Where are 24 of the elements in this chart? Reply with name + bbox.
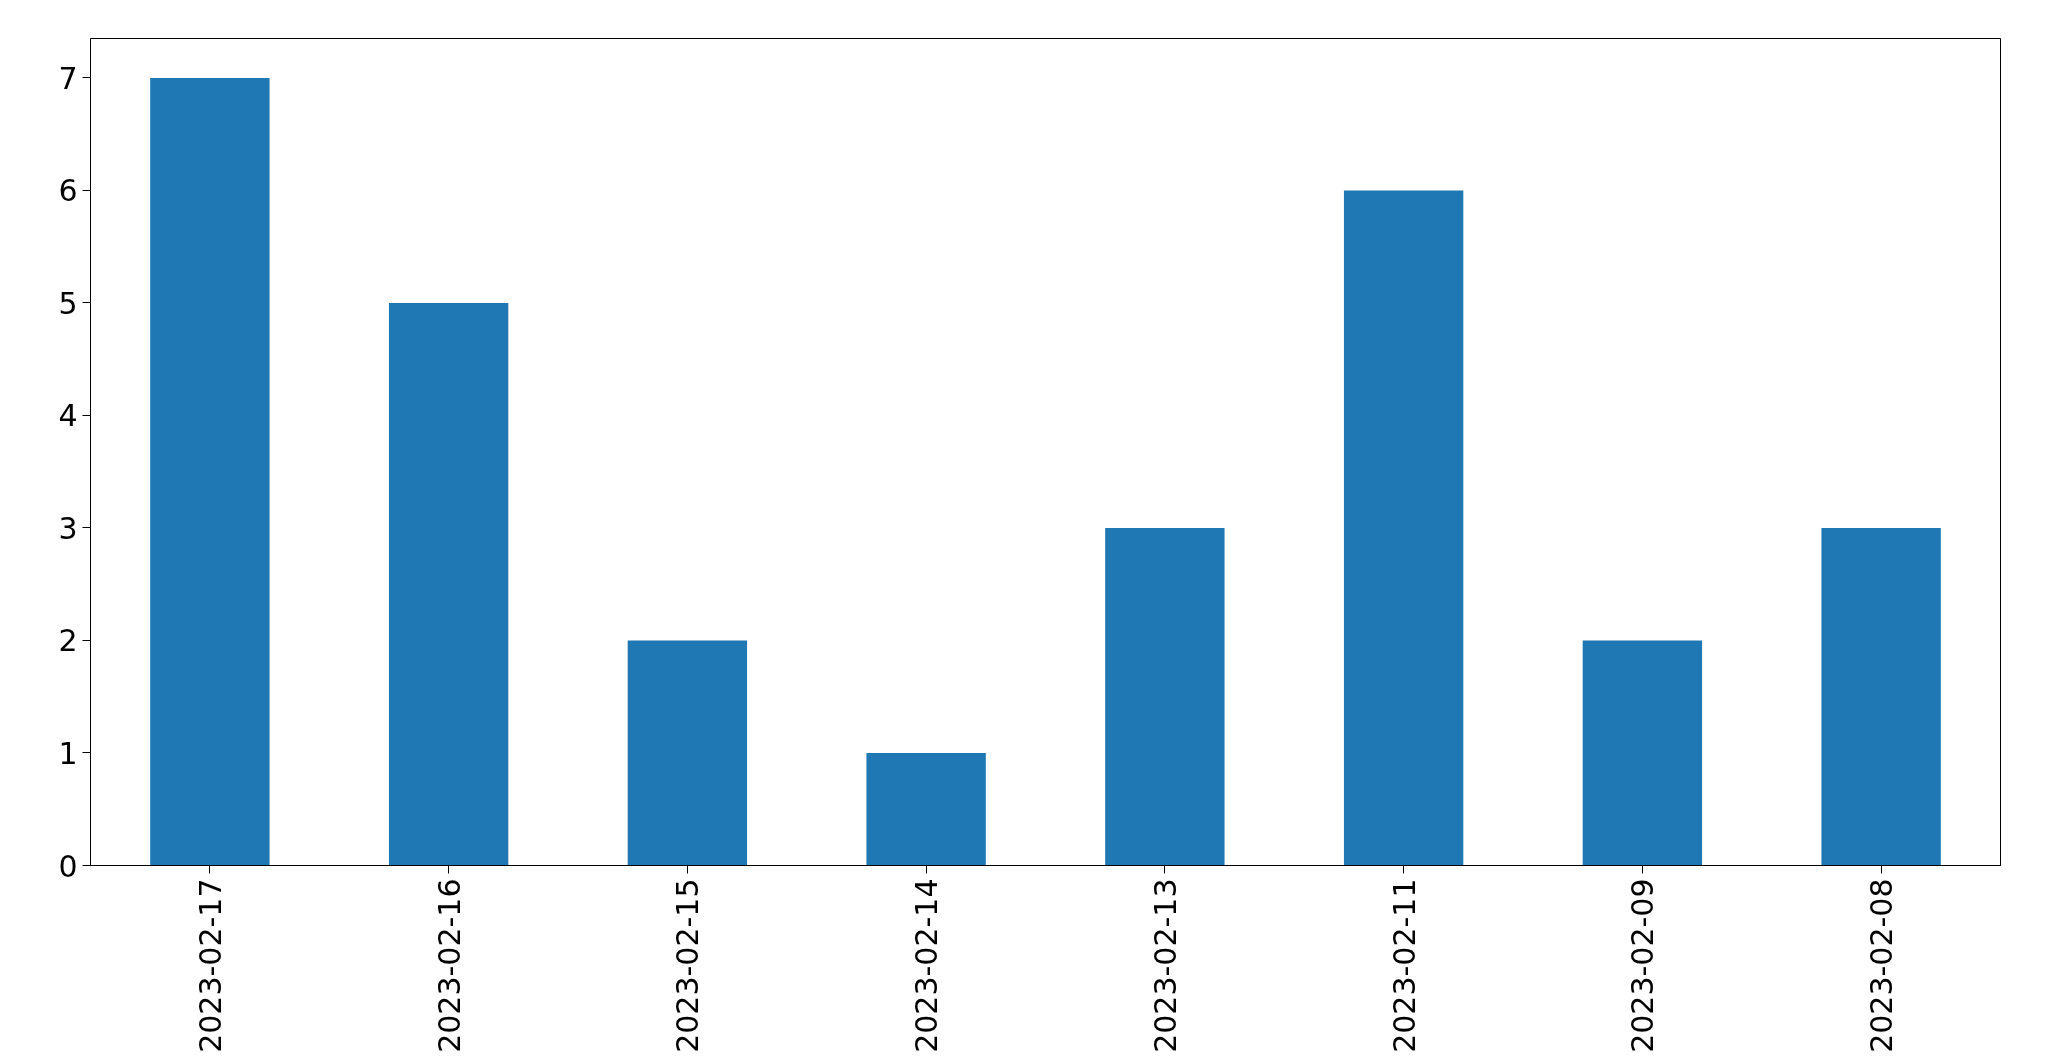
y-tick-label: 7 (58, 60, 78, 96)
y-tick-label: 4 (58, 398, 78, 434)
x-tick-label: 2023-02-13 (1147, 878, 1183, 1053)
bar (1343, 190, 1464, 866)
y-tick-label: 2 (58, 623, 78, 659)
x-tick-label: 2023-02-11 (1386, 878, 1422, 1053)
x-tick-label: 2023-02-17 (192, 878, 228, 1053)
bar (627, 640, 748, 866)
y-tick-label: 6 (58, 173, 78, 209)
y-tick-label: 1 (58, 735, 78, 771)
bar (150, 77, 270, 866)
x-tick-label: 2023-02-08 (1864, 878, 1900, 1053)
y-tick-label: 3 (58, 510, 78, 546)
x-tick-label: 2023-02-14 (909, 878, 945, 1053)
y-tick-label: 0 (58, 848, 78, 884)
x-tick-label: 2023-02-09 (1625, 878, 1661, 1053)
y-tick-label: 5 (58, 285, 78, 321)
x-tick-label: 2023-02-16 (431, 878, 467, 1053)
x-tick-label: 2023-02-15 (670, 878, 706, 1053)
bar (866, 752, 986, 866)
bar (1582, 640, 1703, 866)
bar (1105, 527, 1225, 866)
bar (388, 302, 509, 866)
bar (1821, 527, 1941, 866)
